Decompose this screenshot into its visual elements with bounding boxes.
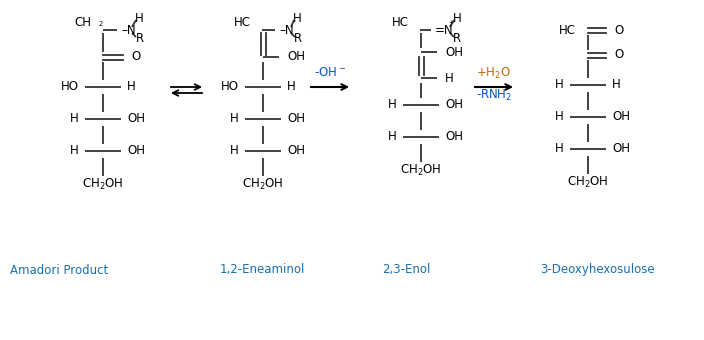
Text: H: H <box>134 12 144 24</box>
Text: H: H <box>293 12 301 24</box>
Text: OH: OH <box>445 46 463 58</box>
Text: H: H <box>555 110 564 123</box>
Text: HO: HO <box>221 81 239 94</box>
Text: H: H <box>388 131 397 143</box>
Text: –N: –N <box>279 23 294 36</box>
Text: OH: OH <box>127 144 145 157</box>
Text: H: H <box>555 142 564 155</box>
Text: CH$_2$OH: CH$_2$OH <box>400 163 442 177</box>
Text: H: H <box>388 99 397 112</box>
Text: -RNH$_2$: -RNH$_2$ <box>476 87 512 103</box>
Text: H: H <box>445 71 454 85</box>
Text: O: O <box>614 23 623 36</box>
Text: 1,2-Eneaminol: 1,2-Eneaminol <box>220 264 306 276</box>
Text: OH: OH <box>127 113 145 125</box>
Text: OH: OH <box>287 51 305 64</box>
Text: CH$_2$OH: CH$_2$OH <box>567 174 609 190</box>
Text: H: H <box>70 113 79 125</box>
Text: H: H <box>612 79 621 91</box>
Text: CH$_2$OH: CH$_2$OH <box>82 176 124 191</box>
Text: R: R <box>294 32 302 45</box>
Text: OH: OH <box>612 142 630 155</box>
Text: OH: OH <box>287 113 305 125</box>
Text: O: O <box>614 49 623 62</box>
Text: OH: OH <box>287 144 305 157</box>
Text: O: O <box>131 51 140 64</box>
Text: H: H <box>555 79 564 91</box>
Text: HC: HC <box>234 16 251 29</box>
Text: HC: HC <box>392 16 409 29</box>
Text: +H$_2$O: +H$_2$O <box>477 65 512 81</box>
Text: 3-Deoxyhexosulose: 3-Deoxyhexosulose <box>540 264 655 276</box>
Text: H: H <box>70 144 79 157</box>
Text: H: H <box>127 81 136 94</box>
Text: H: H <box>453 12 461 24</box>
Text: =N: =N <box>435 23 453 36</box>
Text: $^+$: $^+$ <box>447 20 455 30</box>
Text: R: R <box>453 32 461 45</box>
Text: $_2$: $_2$ <box>98 19 103 29</box>
Text: -OH$^-$: -OH$^-$ <box>314 67 346 80</box>
Text: H: H <box>287 81 296 94</box>
Text: H: H <box>230 113 239 125</box>
Text: Amadori Product: Amadori Product <box>10 264 108 276</box>
Text: OH: OH <box>445 131 463 143</box>
Text: –N: –N <box>121 23 136 36</box>
Text: 2,3-Enol: 2,3-Enol <box>382 264 430 276</box>
Text: OH: OH <box>612 110 630 123</box>
Text: CH$_2$OH: CH$_2$OH <box>242 176 284 191</box>
Text: HO: HO <box>61 81 79 94</box>
Text: OH: OH <box>445 99 463 112</box>
Text: CH: CH <box>74 16 91 29</box>
Text: H: H <box>230 144 239 157</box>
Text: HC: HC <box>559 23 576 36</box>
Text: R: R <box>136 32 144 45</box>
